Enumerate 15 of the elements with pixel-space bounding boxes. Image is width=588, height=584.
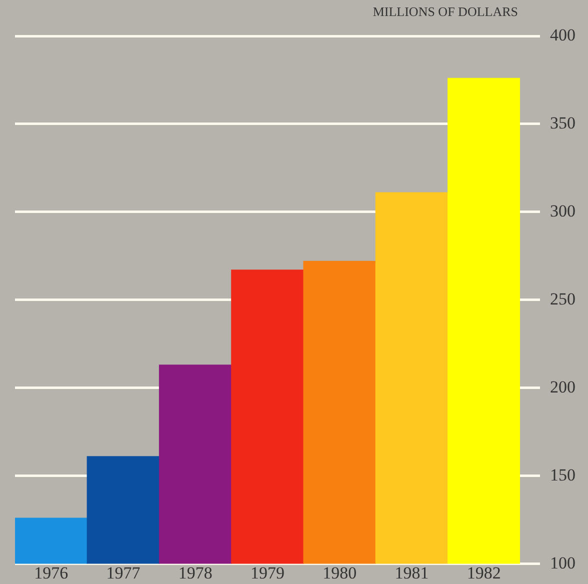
x-tick-label: 1977 bbox=[106, 563, 141, 582]
y-tick-label: 150 bbox=[550, 465, 576, 484]
x-tick-label: 1981 bbox=[394, 563, 429, 582]
y-tick-label: 250 bbox=[550, 289, 576, 308]
x-tick-label: 1976 bbox=[34, 563, 68, 582]
y-tick-label: 100 bbox=[550, 553, 576, 572]
x-tick-label: 1980 bbox=[322, 563, 357, 582]
y-tick-label: 200 bbox=[550, 377, 576, 396]
x-tick-label: 1978 bbox=[178, 563, 212, 582]
y-tick-label: 400 bbox=[550, 25, 576, 44]
y-tick-label: 300 bbox=[550, 201, 576, 220]
x-tick-label: 1979 bbox=[250, 563, 284, 582]
y-axis-title: MILLIONS OF DOLLARS bbox=[372, 4, 518, 19]
x-tick-label: 1982 bbox=[466, 563, 501, 582]
y-tick-label: 350 bbox=[550, 113, 576, 132]
